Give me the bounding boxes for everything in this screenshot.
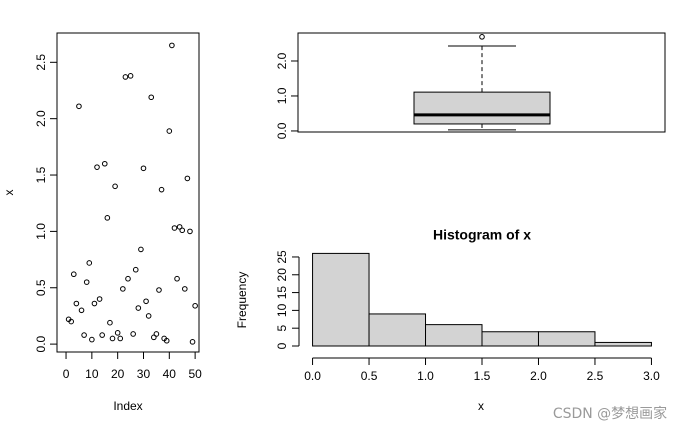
y-tick-label: 2.0 — [275, 52, 289, 69]
point — [163, 337, 170, 344]
point — [114, 330, 121, 336]
y-tick-label: 2.5 — [34, 54, 48, 71]
point — [148, 94, 155, 101]
bar — [368, 313, 427, 347]
bar — [312, 252, 370, 347]
point — [81, 332, 87, 338]
y-axis-label: Frequency — [235, 272, 249, 329]
point — [76, 103, 82, 110]
point — [91, 300, 98, 307]
x-axis-label: Index — [113, 399, 142, 413]
point — [96, 296, 103, 302]
point — [171, 225, 178, 231]
y-tick-label: 1.0 — [275, 87, 289, 104]
point — [86, 260, 93, 266]
x-tick-label: 20 — [111, 367, 125, 381]
outlier — [479, 34, 485, 40]
point — [138, 246, 144, 253]
y-tick-label: 1.5 — [34, 166, 48, 183]
point — [156, 287, 162, 293]
point — [73, 300, 80, 307]
point — [89, 336, 95, 343]
bar — [594, 341, 652, 347]
point — [94, 164, 100, 170]
x-tick-label: 50 — [188, 367, 202, 381]
x-tick-label: 1.0 — [417, 369, 434, 383]
point — [179, 227, 186, 234]
y-tick-label: 2.0 — [34, 110, 48, 127]
y-tick-label: 15 — [275, 286, 289, 300]
point — [101, 160, 108, 167]
point — [83, 279, 90, 285]
point — [143, 298, 149, 305]
bar — [537, 331, 596, 347]
point — [125, 275, 131, 282]
point — [189, 339, 196, 345]
point — [187, 228, 193, 235]
point — [107, 319, 113, 326]
point — [169, 42, 175, 49]
y-axis-label: x — [2, 190, 16, 196]
x-axis-label: x — [478, 399, 484, 413]
point — [78, 307, 85, 314]
point — [192, 302, 198, 309]
y-tick-label: 25 — [275, 250, 289, 264]
chart-title: Histogram of x — [433, 227, 531, 243]
x-tick-label: 2.0 — [530, 369, 547, 383]
point — [70, 271, 77, 278]
point — [109, 335, 116, 342]
point — [132, 266, 139, 273]
point — [68, 318, 74, 325]
point — [127, 73, 134, 79]
point — [120, 286, 126, 292]
y-tick-label: 5 — [275, 325, 289, 332]
point — [145, 313, 152, 319]
point — [104, 215, 111, 221]
x-tick-label: 0 — [63, 367, 70, 381]
y-tick-label: 0 — [275, 342, 289, 349]
bar — [481, 331, 539, 347]
y-tick-label: 20 — [275, 268, 289, 282]
point — [153, 331, 160, 337]
point — [135, 305, 142, 311]
x-tick-label: 10 — [85, 367, 99, 381]
watermark: CSDN @梦想画家 — [553, 405, 667, 422]
point — [117, 335, 124, 342]
x-tick-label: 40 — [163, 367, 177, 381]
point — [99, 332, 105, 338]
plot-box — [297, 32, 666, 133]
point — [140, 165, 147, 172]
x-tick-label: 2.5 — [587, 369, 604, 383]
x-tick-label: 0.5 — [361, 369, 378, 383]
x-tick-label: 3.0 — [643, 369, 660, 383]
y-tick-label: 0.0 — [34, 335, 48, 352]
point — [122, 74, 129, 80]
y-tick-label: 0.0 — [275, 122, 289, 139]
point — [184, 175, 191, 182]
x-tick-label: 1.5 — [474, 369, 491, 383]
y-tick-label: 1.0 — [34, 223, 48, 240]
point — [174, 275, 180, 282]
x-tick-label: 30 — [137, 367, 151, 381]
y-tick-label: 0.5 — [34, 279, 48, 296]
bar — [425, 324, 483, 347]
point — [182, 286, 188, 292]
box — [413, 91, 551, 125]
point — [112, 183, 118, 190]
point — [166, 128, 173, 134]
point — [158, 186, 165, 193]
y-tick-label: 10 — [275, 303, 289, 317]
x-tick-label: 0.0 — [304, 369, 321, 383]
point — [130, 331, 136, 337]
